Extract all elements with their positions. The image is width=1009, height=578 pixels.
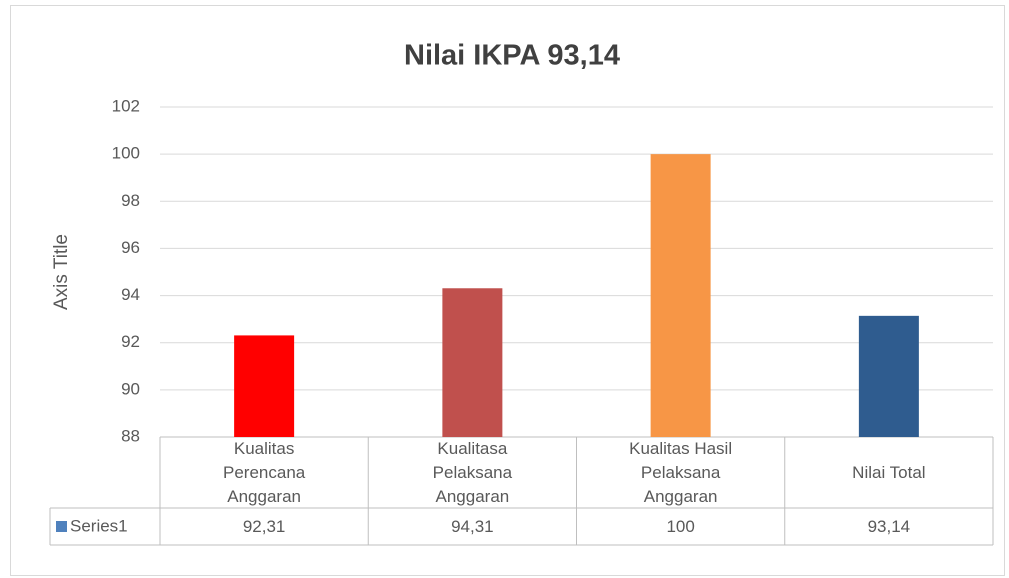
bar (442, 288, 503, 437)
bar (234, 335, 295, 437)
category-label: Nilai Total (785, 437, 993, 508)
table-value-text: 93,14 (867, 516, 911, 536)
table-value-text: 92,31 (242, 516, 286, 536)
bar (858, 315, 919, 437)
table-value: 93,14 (785, 508, 993, 545)
chart-title: Nilai IKPA 93,14 (404, 40, 620, 72)
legend-key (56, 521, 67, 532)
table-value: 100 (577, 508, 785, 545)
legend-label: Series1 (70, 516, 128, 535)
y-tick-label: 90 (121, 379, 140, 398)
table-value-text: 94,31 (451, 516, 494, 536)
y-axis-title: Axis Title (51, 234, 72, 310)
chart-border (10, 5, 1005, 576)
category-label: Kualitas Perencana Anggaran (160, 437, 368, 508)
table-value: 94,31 (368, 508, 576, 545)
bar (650, 154, 711, 437)
table-value-text: 100 (666, 516, 695, 536)
category-label: Kualitasa Pelaksana Anggaran (368, 437, 576, 508)
category-label-text: Kualitas Hasil Pelaksana Anggaran (629, 438, 733, 506)
y-tick-label: 88 (121, 426, 140, 445)
y-tick-label: 98 (121, 191, 140, 210)
y-tick-label: 92 (121, 332, 140, 351)
y-tick-label: 100 (112, 144, 140, 163)
category-label-text: Nilai Total (852, 462, 926, 482)
y-tick-label: 96 (121, 238, 140, 257)
category-label-text: Kualitasa Pelaksana Anggaran (432, 438, 513, 506)
y-tick-label: 94 (121, 285, 140, 304)
category-label-text: Kualitas Perencana Anggaran (223, 438, 306, 506)
table-value: 92,31 (160, 508, 368, 545)
category-label: Kualitas Hasil Pelaksana Anggaran (577, 437, 785, 508)
y-tick-label: 102 (112, 96, 140, 115)
